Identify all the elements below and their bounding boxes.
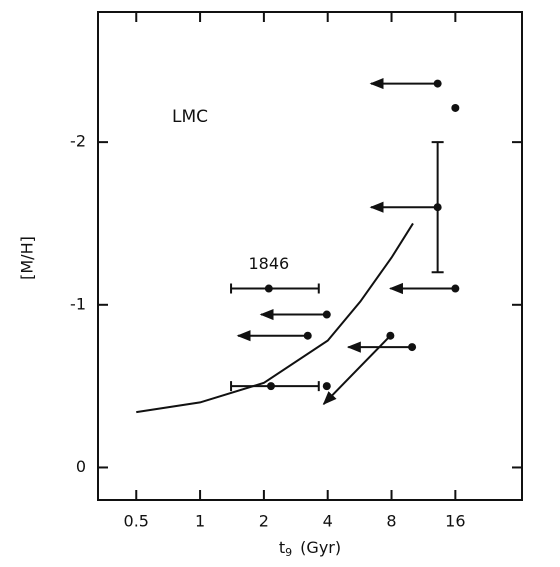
data-point xyxy=(451,284,460,293)
data-point xyxy=(322,382,331,391)
data-point xyxy=(303,331,312,340)
upper-limit-arrow xyxy=(322,335,392,406)
x-tick-label: 1 xyxy=(195,512,205,531)
y-tick-label: -1 xyxy=(70,294,86,313)
data-point xyxy=(386,331,395,340)
annotation: LMC xyxy=(172,107,208,127)
x-label-main: t xyxy=(279,538,285,557)
x-tick-label: 0.5 xyxy=(124,512,149,531)
y-tick-label: -2 xyxy=(70,132,86,151)
x-error-bar xyxy=(230,283,320,294)
data-point xyxy=(433,203,442,212)
data-point xyxy=(451,103,460,112)
x-tick-label: 16 xyxy=(445,512,465,531)
x-label-sub: 9 xyxy=(285,546,292,559)
plot-frame xyxy=(97,11,523,501)
data-point xyxy=(433,79,442,88)
y-axis-label: [M/H] xyxy=(18,236,37,280)
data-point xyxy=(264,284,273,293)
data-point xyxy=(408,343,417,352)
y-tick-label: 0 xyxy=(76,457,86,476)
point-label: 1846 xyxy=(248,254,289,273)
x-tick-label: 8 xyxy=(386,512,396,531)
data-point xyxy=(322,310,331,319)
model-curve xyxy=(136,222,414,414)
x-tick-label: 4 xyxy=(323,512,333,531)
x-tick-label: 2 xyxy=(259,512,269,531)
x-label-unit: (Gyr) xyxy=(300,538,341,557)
x-axis-label: t9 (Gyr) xyxy=(279,538,341,560)
data-point xyxy=(266,382,275,391)
